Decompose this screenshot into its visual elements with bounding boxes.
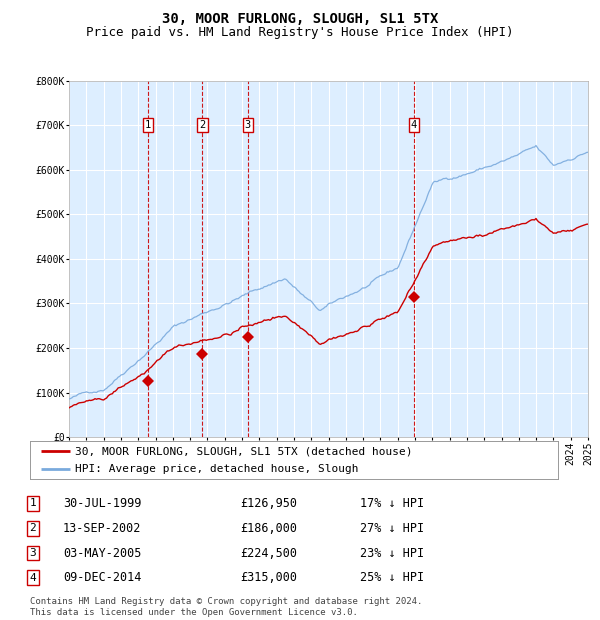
Text: 30, MOOR FURLONG, SLOUGH, SL1 5TX: 30, MOOR FURLONG, SLOUGH, SL1 5TX: [162, 12, 438, 27]
Text: £186,000: £186,000: [240, 522, 297, 534]
Text: Price paid vs. HM Land Registry's House Price Index (HPI): Price paid vs. HM Land Registry's House …: [86, 26, 514, 39]
Text: 4: 4: [411, 120, 417, 130]
Text: £315,000: £315,000: [240, 572, 297, 584]
Text: 1: 1: [29, 498, 37, 508]
Text: Contains HM Land Registry data © Crown copyright and database right 2024.
This d: Contains HM Land Registry data © Crown c…: [30, 598, 422, 617]
Text: 30, MOOR FURLONG, SLOUGH, SL1 5TX (detached house): 30, MOOR FURLONG, SLOUGH, SL1 5TX (detac…: [75, 446, 412, 456]
Text: 3: 3: [245, 120, 251, 130]
Text: £224,500: £224,500: [240, 547, 297, 559]
Text: 13-SEP-2002: 13-SEP-2002: [63, 522, 142, 534]
Text: 23% ↓ HPI: 23% ↓ HPI: [360, 547, 424, 559]
Text: 2: 2: [199, 120, 206, 130]
Text: 17% ↓ HPI: 17% ↓ HPI: [360, 497, 424, 510]
Text: £126,950: £126,950: [240, 497, 297, 510]
Text: 09-DEC-2014: 09-DEC-2014: [63, 572, 142, 584]
Text: 25% ↓ HPI: 25% ↓ HPI: [360, 572, 424, 584]
Text: 2: 2: [29, 523, 37, 533]
Text: 1: 1: [145, 120, 151, 130]
Text: HPI: Average price, detached house, Slough: HPI: Average price, detached house, Slou…: [75, 464, 358, 474]
Text: 27% ↓ HPI: 27% ↓ HPI: [360, 522, 424, 534]
Text: 30-JUL-1999: 30-JUL-1999: [63, 497, 142, 510]
Text: 3: 3: [29, 548, 37, 558]
Text: 03-MAY-2005: 03-MAY-2005: [63, 547, 142, 559]
Text: 4: 4: [29, 573, 37, 583]
